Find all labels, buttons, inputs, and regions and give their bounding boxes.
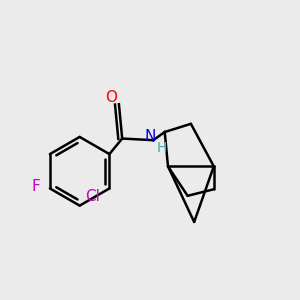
Text: H: H	[156, 141, 167, 155]
Text: F: F	[32, 179, 40, 194]
Text: N: N	[144, 129, 156, 144]
Text: O: O	[105, 90, 117, 105]
Text: Cl: Cl	[85, 189, 100, 204]
